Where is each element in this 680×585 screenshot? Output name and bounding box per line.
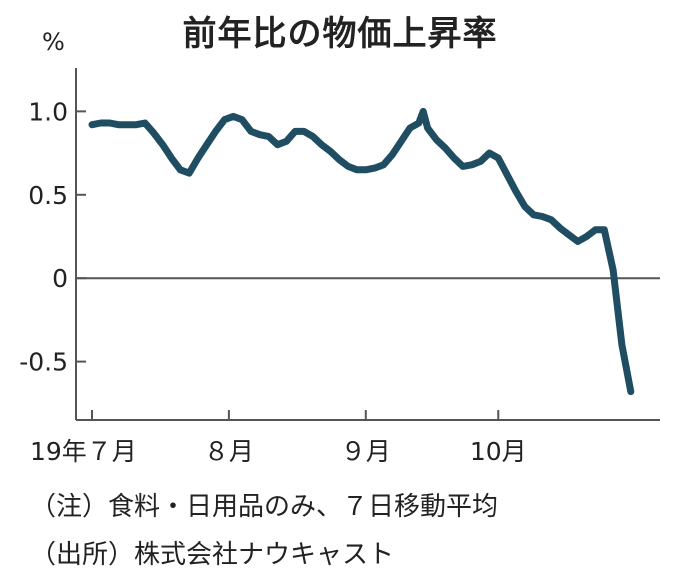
y-tick-label: 0.5 xyxy=(28,181,68,210)
y-tick-label: 1.0 xyxy=(28,97,68,126)
x-tick-label: ８月 xyxy=(204,437,254,466)
y-tick-label: -0.5 xyxy=(19,348,68,377)
y-unit-label: % xyxy=(42,28,65,56)
chart-source: （出所）株式会社ナウキャスト xyxy=(30,540,395,570)
chart-note: （注）食料・日用品のみ、７日移動平均 xyxy=(30,492,499,522)
chart-title: 前年比の物価上昇率 xyxy=(182,14,498,54)
chart-series xyxy=(88,107,635,396)
series-line xyxy=(88,107,635,396)
x-tick-label: ９月 xyxy=(341,437,391,466)
x-tick-label: 10月 xyxy=(470,437,527,466)
chart-ticks: 1.0 0.5 0 -0.5 19年７月 ８月 ９月 10月 xyxy=(19,97,526,466)
chart-axes xyxy=(75,68,660,421)
y-tick-label: 0 xyxy=(52,264,68,293)
line-chart: 1.0 0.5 0 -0.5 19年７月 ８月 ９月 10月 xyxy=(19,68,660,466)
x-tick-label: 19年７月 xyxy=(30,437,137,466)
